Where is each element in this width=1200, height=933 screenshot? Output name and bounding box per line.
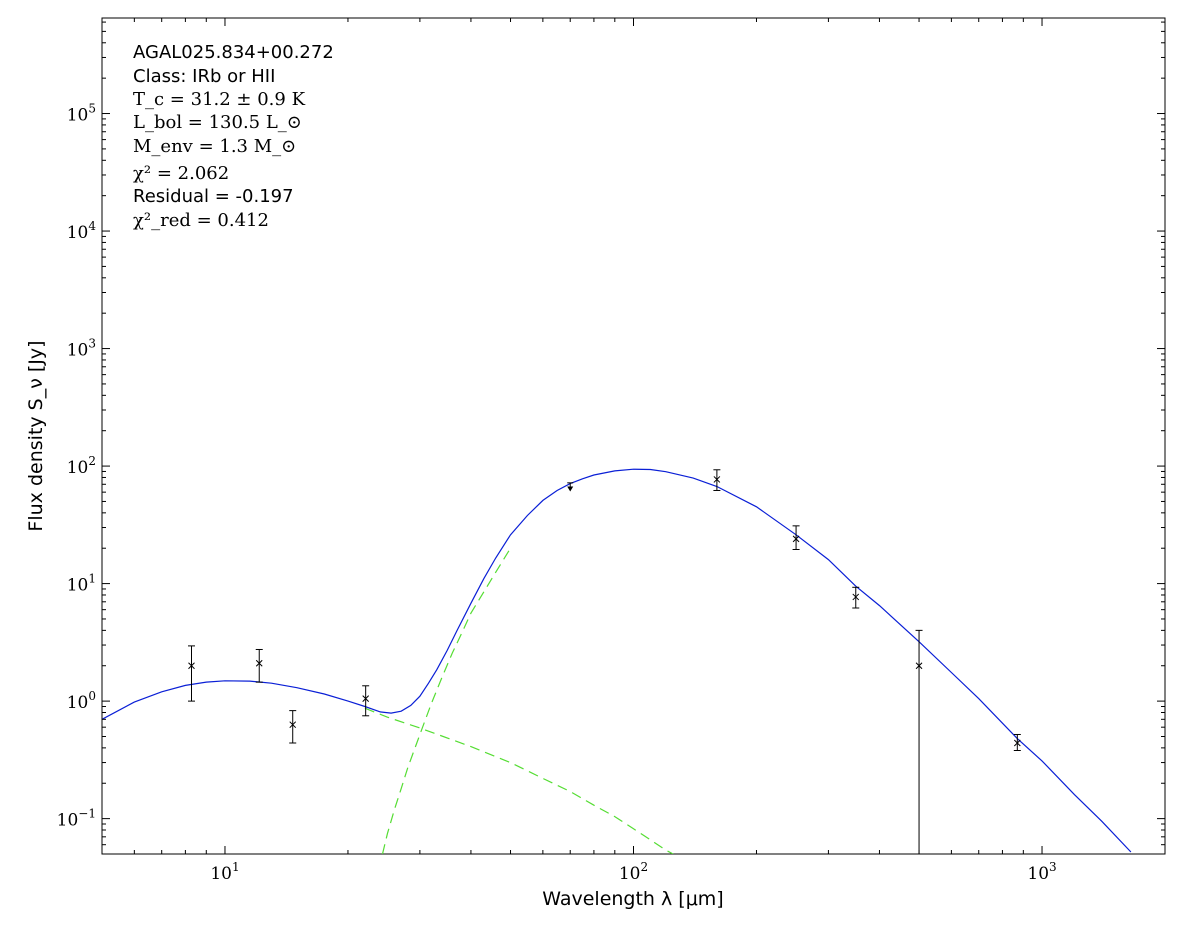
chi2-label: χ² = 2.062 (133, 163, 229, 184)
y-tick-label-exponent: −1 (78, 807, 96, 821)
y-tick-label-base: 10 (67, 341, 89, 361)
x-tick-label: 101 (210, 860, 239, 884)
x-tick-label: 102 (619, 860, 648, 884)
data-point-5 (713, 469, 721, 491)
data-point-3 (362, 685, 370, 717)
y-tick-label-base: 10 (67, 223, 89, 243)
y-tick-label-exponent: 5 (88, 102, 96, 116)
y-tick-label: 101 (67, 572, 96, 596)
y-axis-label: Flux density S_ν [Jy] (25, 340, 47, 531)
fit-annotations: AGAL025.834+00.272 Class: IRb or HII T_c… (133, 42, 334, 231)
data-point-6 (792, 525, 800, 551)
x-tick-label-exponent: 1 (232, 860, 240, 874)
data-point-9 (1013, 733, 1021, 751)
y-tick-label-base: 10 (67, 458, 89, 478)
data-marker (915, 662, 923, 670)
data-marker (255, 659, 263, 667)
x-tick-label-exponent: 3 (1049, 860, 1057, 874)
x-tick-label-base: 10 (1027, 864, 1049, 884)
y-tick-label-exponent: 3 (88, 337, 96, 351)
y-tick-label: 102 (67, 454, 96, 478)
data-point-1 (255, 648, 263, 683)
source-name: AGAL025.834+00.272 (133, 42, 334, 63)
series-line-2 (381, 547, 512, 854)
chi2-red-label: χ²_red = 0.412 (133, 210, 269, 231)
data-marker (713, 476, 721, 483)
x-tick-label-exponent: 2 (641, 860, 649, 874)
data-point-2 (289, 710, 297, 744)
data-marker (188, 662, 195, 670)
x-tick-label-base: 10 (210, 864, 232, 884)
y-tick-label-base: 10 (57, 811, 79, 831)
data-point-8 (915, 629, 923, 854)
y-tick-label-exponent: 1 (88, 572, 96, 586)
lbol-label: L_bol = 130.5 L_⊙ (133, 112, 302, 133)
y-tick-label-exponent: 2 (88, 454, 96, 468)
x-tick-label-base: 10 (619, 864, 641, 884)
residual-label: Residual = -0.197 (133, 186, 294, 207)
plot-frame (101, 17, 1166, 855)
x-tick-label: 103 (1027, 860, 1056, 884)
y-tick-label: 100 (67, 689, 96, 713)
y-tick-label: 10−1 (57, 807, 96, 831)
x-axis-label: Wavelength λ [μm] (542, 888, 723, 910)
axis-ticks (101, 18, 1166, 855)
y-tick-label-base: 10 (67, 106, 89, 126)
y-tick-label: 103 (67, 337, 96, 361)
data-point-0 (187, 645, 195, 702)
data-marker (362, 695, 370, 702)
class-label: Class: IRb or HII (133, 66, 275, 87)
y-tick-label-base: 10 (67, 693, 89, 713)
plot-area (102, 468, 1132, 854)
data-point-7 (852, 586, 860, 609)
data-marker (852, 593, 860, 601)
y-tick-label: 104 (67, 219, 97, 243)
menv-label: M_env = 1.3 M_⊙ (133, 136, 296, 157)
series-line-0 (102, 468, 1132, 853)
tc-label: T_c = 31.2 ± 0.9 K (133, 89, 306, 110)
data-marker (792, 535, 800, 543)
y-tick-label-exponent: 4 (88, 219, 96, 233)
y-tick-label: 105 (67, 102, 96, 126)
y-tick-label-exponent: 0 (88, 689, 96, 703)
y-tick-label-base: 10 (67, 576, 89, 596)
data-marker (289, 721, 297, 729)
upper-limit-arrow (567, 486, 574, 492)
data-marker (1013, 739, 1021, 747)
data-point-4 (567, 482, 574, 492)
